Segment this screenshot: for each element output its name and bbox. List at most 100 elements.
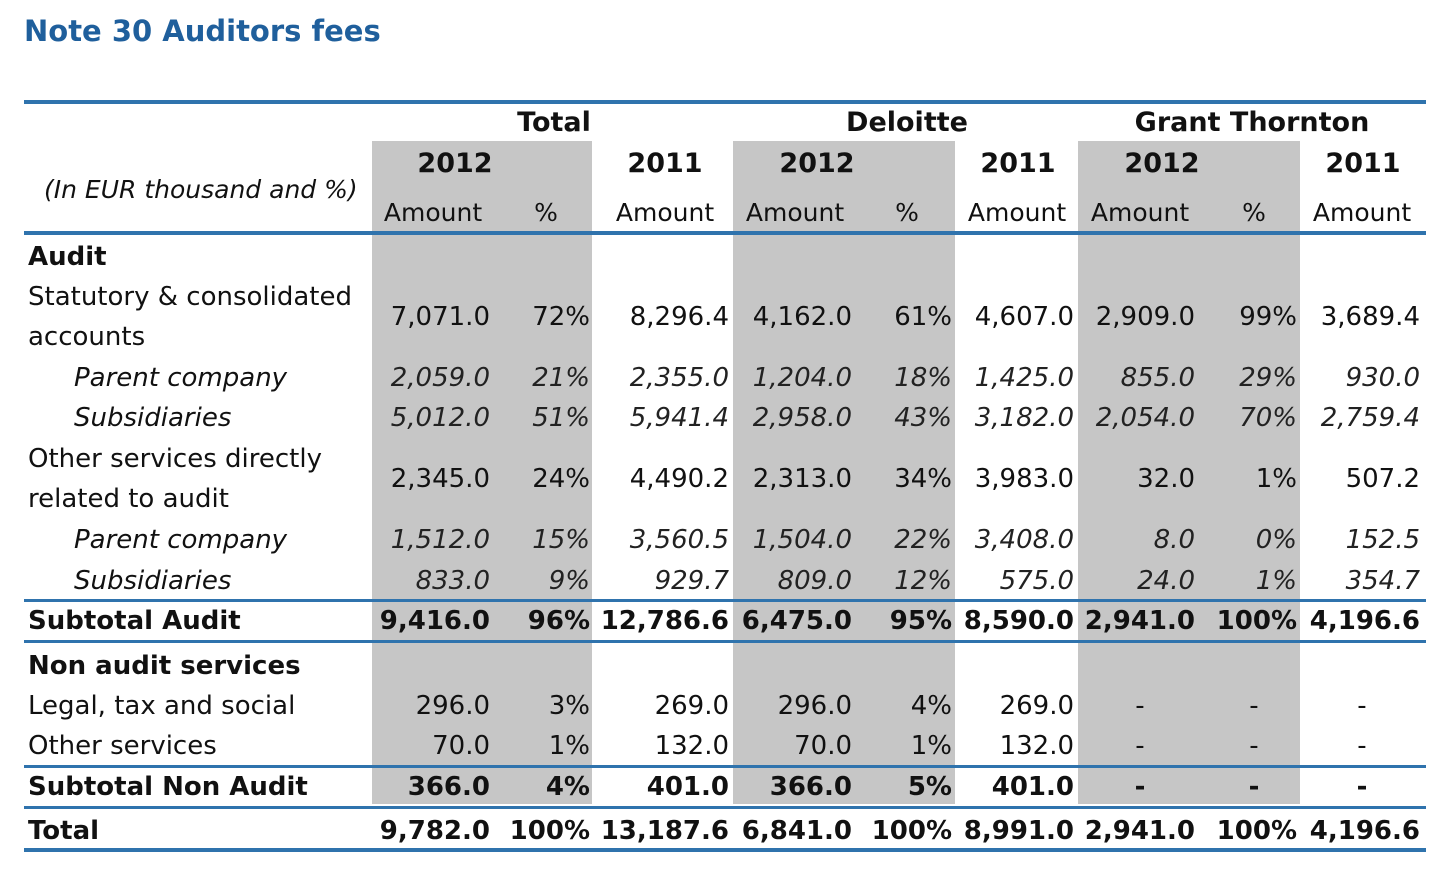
table-cell: 2,313.0: [752, 464, 852, 494]
table-cell: 12,786.6: [600, 606, 729, 636]
shade-deloitte-2012: [733, 141, 955, 804]
table-cell: 4,490.2: [629, 464, 729, 494]
row-label: Subsidiaries: [74, 566, 232, 596]
table-cell: 8,296.4: [629, 302, 729, 332]
table-cell: 2,355.0: [629, 363, 729, 393]
column-subheading: Amount: [1312, 198, 1412, 227]
table-cell: 401.0: [646, 772, 729, 802]
table-cell: -: [1135, 731, 1145, 761]
rule-subtotal-audit-top: [24, 599, 1426, 602]
table-cell: -: [1249, 731, 1259, 761]
row-label: Other services: [28, 731, 217, 761]
table-cell: 366.0: [407, 772, 490, 802]
table-cell: 2,909.0: [1095, 302, 1195, 332]
table-cell: 152.5: [1345, 525, 1420, 555]
rule-top: [24, 100, 1426, 104]
year-heading: 2012: [417, 148, 493, 179]
table-cell: -: [1356, 772, 1368, 802]
group-heading: Grant Thornton: [1134, 107, 1370, 138]
row-label: Legal, tax and social: [28, 691, 296, 721]
table-cell: 809.0: [777, 566, 852, 596]
rule-subtotal-audit-bottom: [24, 640, 1426, 643]
table-cell: 9,416.0: [379, 606, 490, 636]
table-cell: 0%: [1255, 525, 1297, 555]
table-cell: 96%: [527, 606, 590, 636]
table-cell: 95%: [889, 606, 952, 636]
group-heading: Deloitte: [846, 107, 968, 138]
table-cell: 7,071.0: [390, 302, 490, 332]
table-cell: -: [1249, 691, 1259, 721]
table-cell: 8.0: [1153, 525, 1195, 555]
table-cell: 51%: [532, 403, 590, 433]
table-cell: 855.0: [1120, 363, 1195, 393]
table-cell: 2,759.4: [1320, 403, 1420, 433]
table-cell: 354.7: [1345, 566, 1420, 596]
table-cell: 6,475.0: [741, 606, 852, 636]
table-cell: 2,059.0: [390, 363, 490, 393]
table-cell: -: [1135, 691, 1145, 721]
table-cell: 3,560.5: [629, 525, 729, 555]
table-cell: 13,187.6: [600, 816, 729, 846]
group-heading: Total: [517, 107, 591, 138]
table-cell: 100%: [871, 816, 952, 846]
table-cell: 366.0: [769, 772, 852, 802]
table-cell: 24.0: [1137, 566, 1195, 596]
column-subheading: %: [1242, 198, 1266, 227]
table-cell: -: [1248, 772, 1260, 802]
column-subheading: %: [534, 198, 558, 227]
year-heading: 2012: [1124, 148, 1200, 179]
table-cell: 70%: [1239, 403, 1297, 433]
shade-total-2012: [372, 141, 592, 804]
table-cell: 1,504.0: [752, 525, 852, 555]
column-subheading: Amount: [967, 198, 1067, 227]
row-label: Parent company: [74, 363, 288, 393]
table-cell: 1%: [910, 731, 952, 761]
table-cell: 833.0: [415, 566, 490, 596]
table-cell: 929.7: [654, 566, 729, 596]
table-cell: 2,958.0: [752, 403, 852, 433]
table-cell: 4,162.0: [752, 302, 852, 332]
table-cell: 4%: [910, 691, 952, 721]
table-cell: 6,841.0: [741, 816, 852, 846]
table-cell: 100%: [509, 816, 590, 846]
table-cell: 21%: [532, 363, 590, 393]
rule-subtotal-nonaudit-bottom: [24, 806, 1426, 809]
row-label: Non audit services: [28, 651, 301, 681]
table-cell: 296.0: [777, 691, 852, 721]
table-cell: 61%: [894, 302, 952, 332]
table-cell: 269.0: [654, 691, 729, 721]
table-cell: 100%: [1216, 816, 1297, 846]
table-cell: 401.0: [991, 772, 1074, 802]
table-cell: 1%: [548, 731, 590, 761]
year-heading: 2012: [779, 148, 855, 179]
table-cell: 2,345.0: [390, 464, 490, 494]
table-cell: 507.2: [1345, 464, 1420, 494]
table-cell: 269.0: [999, 691, 1074, 721]
shade-gt-2012: [1078, 141, 1300, 804]
row-label: Subtotal Audit: [28, 606, 241, 636]
table-cell: 4,196.6: [1309, 606, 1420, 636]
year-heading: 2011: [1325, 148, 1401, 179]
column-subheading: %: [895, 198, 919, 227]
column-subheading: Amount: [1090, 198, 1190, 227]
table-cell: 5,012.0: [390, 403, 490, 433]
table-cell: 29%: [1239, 363, 1297, 393]
table-cell: 8,991.0: [963, 816, 1074, 846]
table-cell: 18%: [894, 363, 952, 393]
row-label: Parent company: [74, 525, 288, 555]
table-cell: 22%: [894, 525, 952, 555]
rule-subtotal-nonaudit-top: [24, 765, 1426, 768]
table-cell: 1,425.0: [974, 363, 1074, 393]
table-cell: 15%: [532, 525, 590, 555]
table-cell: 4,607.0: [974, 302, 1074, 332]
rule-bottom: [24, 848, 1426, 852]
table-cell: 100%: [1216, 606, 1297, 636]
table-cell: 1,512.0: [390, 525, 490, 555]
table-cell: 43%: [894, 403, 952, 433]
table-cell: 9,782.0: [379, 816, 490, 846]
table-cell: 4,196.6: [1309, 816, 1420, 846]
row-label: Subsidiaries: [74, 403, 232, 433]
table-cell: 72%: [532, 302, 590, 332]
table-cell: 8,590.0: [963, 606, 1074, 636]
row-label: Statutory & consolidated accounts: [28, 282, 352, 352]
